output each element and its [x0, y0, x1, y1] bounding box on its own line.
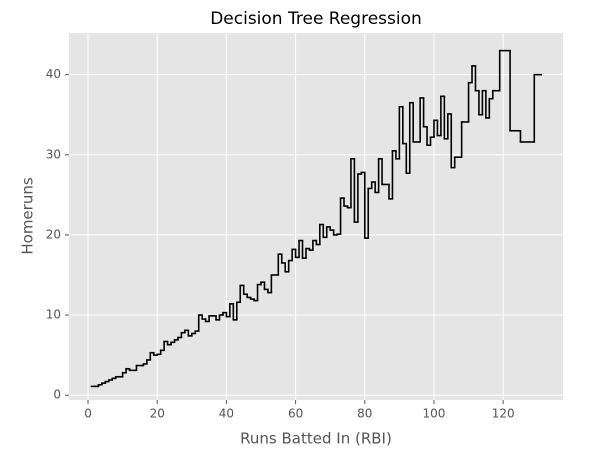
- y-tick-label: 20: [46, 227, 61, 241]
- x-tick-label: 120: [492, 407, 515, 421]
- x-tick-label: 20: [150, 407, 165, 421]
- chart-title: Decision Tree Regression: [210, 9, 422, 29]
- x-tick-label: 60: [288, 407, 303, 421]
- plot-area: [69, 33, 563, 400]
- y-tick-label: 0: [53, 388, 61, 402]
- x-tick-label: 100: [423, 407, 446, 421]
- y-tick-label: 30: [46, 147, 61, 161]
- x-tick-label: 0: [84, 407, 92, 421]
- x-tick-label: 80: [357, 407, 372, 421]
- y-tick-label: 10: [46, 308, 61, 322]
- x-axis-label: Runs Batted In (RBI): [240, 430, 392, 448]
- y-tick-label: 40: [46, 67, 61, 81]
- y-axis-label: Homeruns: [19, 177, 37, 254]
- x-tick-label: 40: [219, 407, 234, 421]
